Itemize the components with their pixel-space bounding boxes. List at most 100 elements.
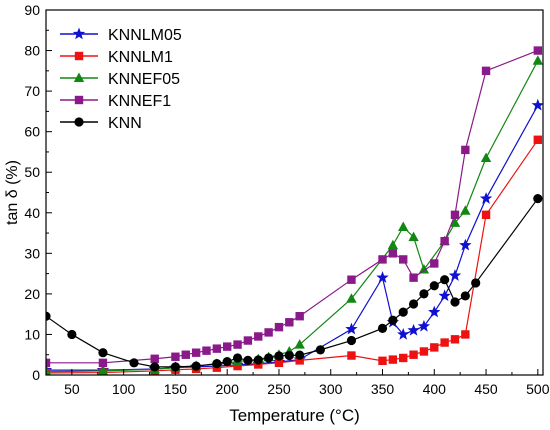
data-point [378,356,387,366]
data-point [387,239,399,250]
series-line [46,139,539,374]
x-tick-label: 200 [216,381,240,397]
data-point [440,338,449,347]
data-point [388,315,398,325]
data-point [346,335,357,346]
y-tick-label: 30 [24,245,40,261]
data-point [408,299,419,309]
data-point [46,366,51,375]
x-tick-label: 50 [64,381,80,397]
series-knnlm1 [46,135,543,375]
data-point [274,351,284,361]
legend: KNNLM05 KNNLM1 KNNEF05 KNNEF1 KNN [60,27,182,132]
data-point [479,192,493,204]
data-point [397,327,410,340]
data-point [97,365,109,375]
data-point [428,305,441,318]
data-point [399,353,408,363]
legend-marker [74,95,84,105]
data-point [440,275,450,285]
axes-layer: 50 100 150 200 250 300 350 400 450 500 0 10 20 30 40 50… [24,2,549,397]
data-point [376,271,389,283]
x-tick-label: 150 [164,381,188,397]
data-point [315,345,325,355]
data-point [417,319,431,332]
data-point [295,356,304,365]
data-point [481,66,491,76]
data-point [533,135,543,144]
data-point [222,357,232,367]
data-point [409,273,418,282]
series-knn [46,193,543,372]
data-point [274,358,284,368]
data-point [460,205,471,215]
data-point [295,350,305,360]
data-point [430,343,439,352]
data-point [232,353,243,363]
data-point [399,255,408,264]
legend-item: KNNEF05 [60,71,180,88]
data-point [448,269,462,281]
legend-label: KNN [108,115,142,132]
data-point [459,238,472,251]
data-point [377,323,388,333]
data-point [233,361,242,371]
data-point [150,362,160,372]
y-tick-label: 40 [24,205,40,221]
data-point [233,340,242,349]
data-point [347,275,356,284]
data-point [450,210,460,220]
data-point [253,355,263,365]
legend-label: KNNEF05 [108,71,180,88]
data-point [407,323,420,336]
data-point [461,145,470,155]
legend-label: KNNLM1 [108,49,173,66]
data-point [254,332,263,341]
x-tick-label: 350 [371,381,395,397]
legend-item: KNN [60,115,142,132]
data-point [388,249,398,258]
data-point [450,297,460,307]
data-point [284,350,294,361]
legend-item: KNNEF1 [60,93,171,110]
x-tick-label: 100 [112,381,136,397]
data-point [449,217,461,227]
data-point [98,358,108,368]
legend-label: KNNLM05 [108,27,182,44]
x-tick-label: 500 [526,381,550,397]
y-tick-label: 70 [24,83,40,99]
y-tick-label: 60 [24,124,40,140]
legend-item: KNNLM1 [60,49,173,66]
data-point [347,351,356,360]
data-point [480,152,492,163]
data-point [460,291,470,301]
series-line [46,198,539,368]
data-point [481,210,491,220]
x-tick-label: 300 [319,381,343,397]
data-point [243,355,253,365]
x-tick-label: 250 [267,381,291,397]
x-axis-label: Temperature (°C) [229,406,360,425]
data-point [202,346,211,355]
data-point [409,350,418,359]
data-point [345,322,358,335]
data-point [222,342,232,351]
data-point [46,358,51,368]
data-point [408,231,419,242]
data-point [129,358,139,368]
data-point [419,347,429,356]
series-knnef1 [46,46,543,368]
data-point [378,255,387,264]
legend-marker [74,51,84,61]
data-point [533,46,543,55]
data-point [191,348,201,357]
y-tick-label: 10 [24,326,40,342]
data-point [429,281,439,291]
data-point [98,348,108,358]
data-point [191,361,201,371]
data-point [440,236,449,246]
data-point [295,311,304,321]
y-tick-label: 0 [32,367,40,383]
data-point [67,329,77,340]
